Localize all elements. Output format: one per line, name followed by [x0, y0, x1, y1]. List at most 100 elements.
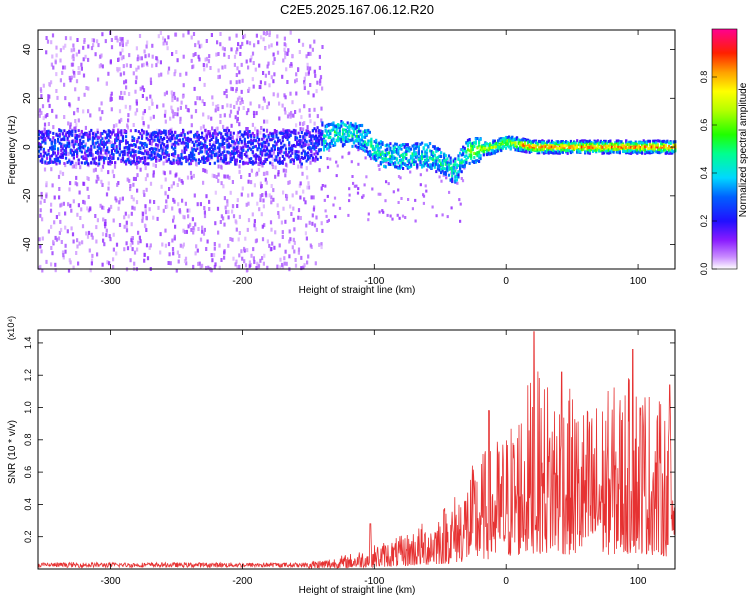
spectrogram-cell — [227, 215, 230, 220]
spectrogram-cell — [167, 70, 170, 75]
spectrogram-cell — [557, 151, 560, 155]
spectrogram-cell — [136, 173, 139, 178]
spectrogram-cell — [133, 156, 136, 160]
spectrogram-cell — [284, 43, 288, 48]
spectrogram-cell — [71, 232, 75, 237]
spectrogram-cell — [174, 146, 177, 150]
spectrogram-cell — [341, 128, 345, 132]
spectrogram-cell — [256, 129, 259, 133]
spectrogram-cell — [390, 150, 394, 154]
spectrogram-cell — [447, 154, 451, 158]
spectrogram-cell — [84, 148, 87, 153]
spectrogram-cell — [179, 116, 182, 121]
spectrogram-cell — [424, 184, 427, 188]
spectrogram-cell — [419, 155, 422, 159]
spectrogram-cell — [66, 160, 69, 164]
spectrogram-cell — [101, 140, 104, 144]
spectrogram-cell — [215, 127, 218, 132]
spectrogram-cell — [234, 219, 237, 224]
spectrogram-cell — [449, 161, 452, 165]
spectrogram-cell — [114, 36, 117, 40]
spectrogram-cell — [473, 161, 476, 164]
spectrogram-cell — [634, 149, 637, 152]
spectrogram-cell — [245, 202, 248, 207]
spectrogram-cell — [53, 151, 56, 155]
spectrogram-cell — [159, 146, 163, 150]
spectrogram-cell — [210, 134, 213, 138]
spectrogram-cell — [227, 145, 231, 149]
spectrogram-cell — [156, 146, 159, 151]
spectrogram-cell — [136, 158, 139, 162]
spectrogram-cell — [191, 156, 194, 160]
spectrogram-cell — [182, 130, 185, 134]
spectrogram-cell — [77, 203, 80, 208]
spectrogram-cell — [614, 147, 617, 151]
spectrogram-cell — [593, 140, 596, 144]
spectrogram-cell — [430, 166, 433, 170]
spectrogram-cell — [425, 151, 428, 155]
spectrogram-cell — [93, 136, 96, 140]
spectrogram-cell — [365, 129, 368, 133]
spectrogram-cell — [145, 143, 148, 147]
spectrogram-cell — [266, 239, 269, 244]
spectrogram-cell — [227, 129, 231, 133]
spectrogram-cell — [139, 146, 142, 150]
spectrogram-cell — [478, 160, 481, 163]
spectrogram-cell — [261, 193, 264, 197]
spectrogram-cell — [444, 158, 447, 162]
spectrogram-cell — [391, 217, 394, 221]
spectrogram-cell — [80, 135, 83, 139]
spectrogram-cell — [87, 177, 90, 181]
spectrogram-cell — [88, 153, 91, 157]
spectrogram-cell — [324, 144, 327, 148]
spectrogram-cell — [329, 157, 332, 161]
spectrogram-cell — [145, 187, 148, 192]
spectrogram-cell — [171, 206, 174, 211]
spectrogram-cell — [367, 139, 370, 143]
spectrogram-cell — [306, 62, 309, 67]
spectrogram-cell — [77, 129, 80, 133]
spectrogram-cell — [100, 53, 103, 58]
spectrogram-cell — [443, 153, 446, 157]
spectrogram-cell — [40, 110, 43, 115]
spectrogram-cell — [309, 51, 312, 56]
spectrogram-cell — [64, 225, 67, 230]
spectrogram-cell — [53, 141, 56, 145]
spectrogram-cell — [294, 152, 297, 156]
spectrogram-cell — [256, 140, 260, 145]
spectrogram-cell — [113, 164, 117, 169]
spectrogram-cell — [174, 144, 177, 148]
spectrogram-cell — [203, 67, 206, 72]
spectrogram-cell — [284, 168, 288, 173]
spectrogram-cell — [419, 162, 422, 166]
spectrogram-cell — [389, 146, 392, 150]
spectrogram-cell — [74, 149, 77, 153]
spectrogram-cell — [93, 145, 96, 149]
spectrogram-cell — [584, 144, 587, 148]
spectrogram-cell — [137, 156, 140, 159]
spectrogram-cell — [504, 135, 508, 139]
spectrogram-cell — [237, 153, 240, 157]
spectrogram-cell — [285, 67, 288, 72]
spectrogram-cell — [50, 154, 53, 158]
spectrogram-cell — [191, 65, 194, 70]
spectrogram-cell — [394, 150, 397, 153]
spectrogram-cell — [262, 140, 265, 144]
spectrogram-cell — [144, 54, 147, 59]
spectrogram-cell — [112, 247, 115, 252]
spectrogram-cell — [354, 122, 357, 126]
spectrogram-cell — [362, 144, 365, 148]
spectrogram-cell — [229, 144, 232, 148]
spectrogram-cell — [69, 203, 72, 208]
spectrogram-cell — [118, 200, 121, 205]
spectrogram-cell — [223, 128, 226, 132]
spectrogram-cell — [271, 162, 274, 167]
spectrogram-cell — [241, 78, 244, 83]
spectrogram-cell — [320, 245, 323, 250]
spectrogram-cell — [182, 228, 185, 233]
colorbar-label: Normalized spectral amplitude — [738, 82, 749, 217]
spectrogram-cell — [283, 129, 286, 133]
spectrogram-cell — [210, 138, 213, 141]
spectrogram-cell — [318, 168, 321, 173]
spectrogram-cell — [291, 148, 294, 152]
